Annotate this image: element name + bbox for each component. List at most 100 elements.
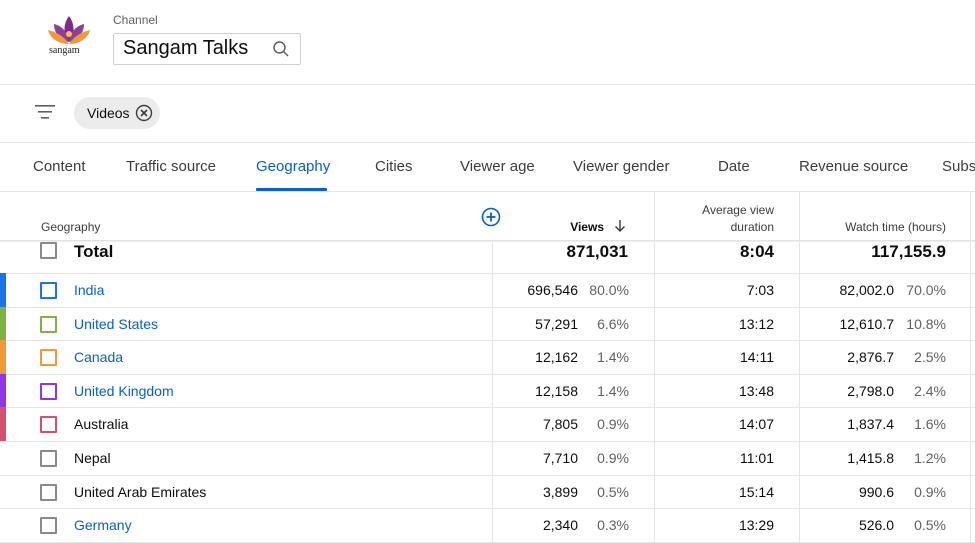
table-row[interactable]: United States 57,291 6.6% 13:12 12,610.7 10.8…	[0, 307, 975, 341]
channel-label: Channel	[113, 13, 158, 27]
row-watch-time: 1,415.8	[847, 450, 894, 466]
series-color-bar	[0, 407, 6, 441]
sort-descending-icon[interactable]	[613, 219, 627, 233]
row-views: 696,546	[527, 282, 578, 298]
channel-header: sangam Channel Sangam Talks	[0, 0, 975, 85]
table-header: Geography Views Average view duration Wa…	[0, 192, 975, 241]
total-avg-duration: 8:04	[739, 242, 774, 261]
table-row[interactable]: United Arab Emirates 3,899 0.5% 15:14 990.6 0…	[0, 475, 975, 509]
row-watch-time-percent: 0.9%	[914, 484, 946, 500]
filter-icon[interactable]	[35, 103, 55, 121]
row-avg-duration: 14:07	[738, 416, 774, 432]
series-color-bar	[0, 307, 6, 340]
row-avg-duration: 13:48	[738, 383, 774, 399]
total-checkbox[interactable]	[40, 242, 57, 259]
series-color-bar	[0, 340, 6, 374]
tab-geography[interactable]: Geography	[256, 158, 331, 175]
row-watch-time: 1,837.4	[847, 416, 894, 432]
row-checkbox[interactable]	[40, 316, 57, 333]
column-header-avg-duration-line2[interactable]: duration	[730, 220, 774, 234]
logo-text: sangam	[49, 45, 80, 56]
tab-traffic-source[interactable]: Traffic source	[126, 158, 217, 175]
total-label: Total	[74, 242, 114, 261]
row-checkbox[interactable]	[40, 282, 57, 299]
column-header-watch-time[interactable]: Watch time (hours)	[845, 220, 946, 234]
row-country-name: Australia	[74, 416, 129, 432]
close-icon[interactable]	[135, 104, 153, 122]
row-avg-duration: 13:29	[738, 517, 774, 533]
row-avg-duration: 7:03	[746, 282, 774, 298]
row-views: 2,340	[542, 517, 578, 533]
row-views: 12,158	[535, 383, 578, 399]
row-watch-time-percent: 0.5%	[914, 517, 946, 533]
row-watch-time-percent: 10.8%	[906, 316, 946, 332]
column-header-avg-duration-line1[interactable]: Average view	[702, 203, 774, 217]
row-avg-duration: 13:12	[738, 316, 774, 332]
filter-chip-videos[interactable]: Videos	[74, 97, 160, 129]
row-views: 3,899	[542, 484, 578, 500]
add-metric-icon[interactable]	[481, 207, 501, 227]
row-country-name[interactable]: India	[74, 282, 105, 298]
tab-cities[interactable]: Cities	[375, 158, 413, 175]
table-row[interactable]: United Kingdom 12,158 1.4% 13:48 2,798.0 2.4%	[0, 374, 975, 408]
row-checkbox[interactable]	[40, 349, 57, 366]
table-row[interactable]: Nepal 7,710 0.9% 11:01 1,415.8 1.2%	[0, 441, 975, 476]
row-checkbox[interactable]	[40, 484, 57, 501]
series-color-bar	[0, 374, 6, 407]
tab-content[interactable]: Content	[33, 158, 86, 175]
row-watch-time: 2,798.0	[847, 383, 894, 399]
total-views: 871,031	[566, 242, 628, 261]
tab-viewer-age[interactable]: Viewer age	[460, 158, 535, 175]
report-tabs: Content Traffic source Geography Cities …	[0, 142, 975, 192]
row-views: 57,291	[535, 316, 578, 332]
row-watch-time-percent: 1.2%	[914, 450, 946, 466]
row-watch-time: 526.0	[858, 517, 894, 533]
row-views-percent: 80.0%	[589, 282, 629, 298]
sangam-logo-icon	[48, 16, 90, 44]
row-country-name[interactable]: Germany	[74, 517, 132, 533]
row-country-name[interactable]: Canada	[74, 349, 124, 365]
chip-label: Videos	[87, 105, 130, 121]
row-watch-time: 82,002.0	[839, 282, 895, 298]
table-row[interactable]: Australia 7,805 0.9% 14:07 1,837.4 1.6%	[0, 407, 975, 442]
row-views: 7,710	[542, 450, 578, 466]
tab-revenue-source[interactable]: Revenue source	[799, 158, 909, 175]
channel-selector[interactable]: Sangam Talks	[113, 33, 301, 65]
active-tab-indicator	[256, 188, 327, 191]
row-watch-time-percent: 70.0%	[906, 282, 946, 298]
row-avg-duration: 15:14	[738, 484, 774, 500]
row-checkbox[interactable]	[40, 416, 57, 433]
column-divider	[970, 192, 971, 543]
row-views-percent: 0.3%	[597, 517, 629, 533]
row-avg-duration: 14:11	[740, 349, 774, 365]
tab-viewer-gender[interactable]: Viewer gender	[573, 158, 670, 175]
row-country-name: United Arab Emirates	[74, 484, 207, 500]
row-views-percent: 0.9%	[597, 416, 629, 432]
total-watch-time: 117,155.9	[871, 242, 946, 261]
row-views-percent: 6.6%	[597, 316, 629, 332]
row-checkbox[interactable]	[40, 383, 57, 400]
row-views-percent: 0.9%	[597, 450, 629, 466]
header-shadow	[0, 240, 975, 242]
row-country-name[interactable]: United Kingdom	[74, 383, 174, 399]
table-row[interactable]: India 696,546 80.0% 7:03 82,002.0 70.0%	[0, 273, 975, 308]
column-header-views[interactable]: Views	[570, 220, 604, 234]
row-views-percent: 0.5%	[597, 484, 629, 500]
row-checkbox[interactable]	[40, 517, 57, 534]
row-watch-time-percent: 1.6%	[914, 416, 946, 432]
table-row[interactable]: Germany 2,340 0.3% 13:29 526.0 0.5%	[0, 508, 975, 543]
row-avg-duration: 11:01	[740, 450, 774, 466]
row-country-name: Nepal	[74, 450, 111, 466]
row-views-percent: 1.4%	[597, 383, 629, 399]
row-country-name[interactable]: United States	[74, 316, 159, 332]
row-watch-time-percent: 2.5%	[914, 349, 946, 365]
column-header-geography[interactable]: Geography	[41, 220, 101, 234]
row-checkbox[interactable]	[40, 450, 57, 467]
table-row[interactable]: Canada 12,162 1.4% 14:11 2,876.7 2.5%	[0, 340, 975, 375]
tab-subscription[interactable]: Subs	[942, 158, 975, 175]
tab-date[interactable]: Date	[718, 158, 750, 175]
filter-bar: Videos	[0, 84, 975, 143]
search-icon[interactable]	[272, 40, 290, 58]
column-divider	[492, 242, 493, 543]
channel-name: Sangam Talks	[123, 37, 249, 59]
